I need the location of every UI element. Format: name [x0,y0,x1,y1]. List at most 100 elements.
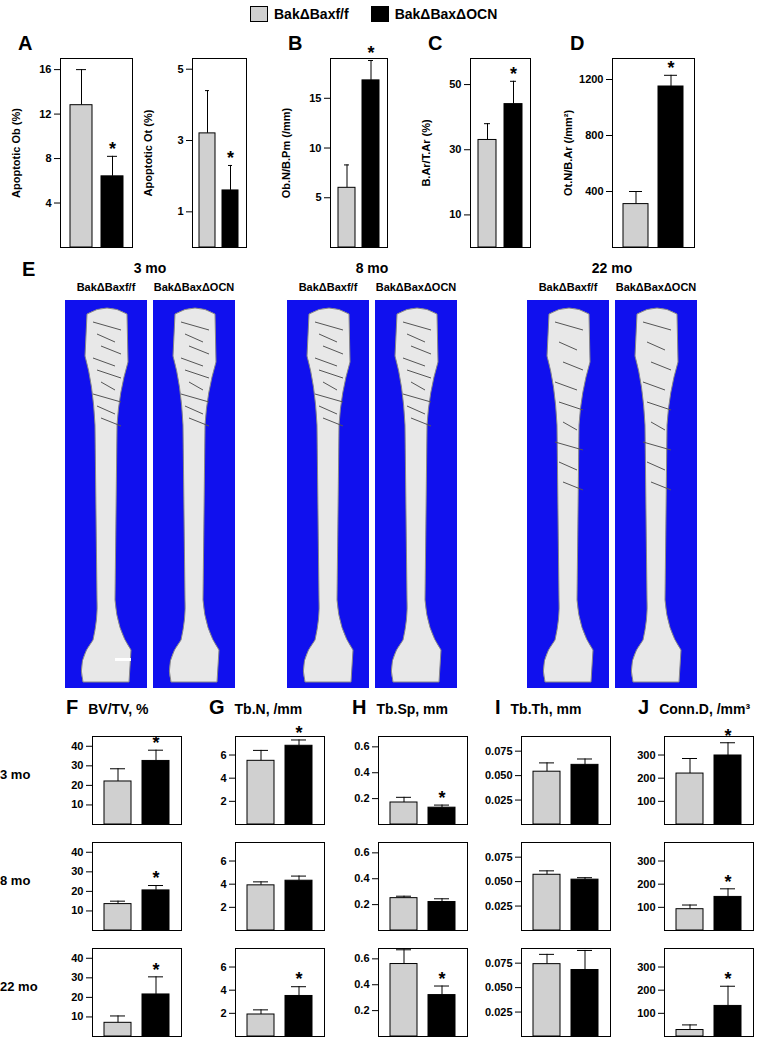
svg-text:1: 1 [177,205,183,217]
svg-text:10: 10 [71,904,83,916]
svg-text:0.050: 0.050 [485,875,513,887]
svg-text:10: 10 [71,1010,83,1022]
svg-text:5: 5 [315,191,321,203]
html-text:A: A [18,32,33,54]
svg-text:Ot.N/B.Ar (/mm²): Ot.N/B.Ar (/mm²) [562,110,574,197]
svg-text:10: 10 [71,798,83,810]
svg-text:0.4: 0.4 [354,766,370,778]
svg-text:10: 10 [449,208,461,220]
svg-text:30: 30 [71,865,83,877]
svg-text:15: 15 [309,92,321,104]
svg-text:200: 200 [637,772,655,784]
svg-text:20: 20 [71,991,83,1003]
svg-text:*: * [724,872,731,892]
svg-text:300: 300 [637,749,655,761]
svg-text:0.2: 0.2 [354,792,369,804]
svg-text:*: * [152,868,159,888]
html-text:C: C [428,32,443,54]
svg-text:12: 12 [39,108,51,120]
svg-text:4: 4 [220,878,227,890]
html-text:Conn.D, /mm³: Conn.D, /mm³ [659,701,751,717]
html-text:BV/TV, %: BV/TV, % [88,701,149,717]
html-text:Tb.Th, mm: Tb.Th, mm [510,701,582,717]
svg-text:0.075: 0.075 [485,851,513,863]
svg-text:20: 20 [71,885,83,897]
svg-text:*: * [152,733,159,753]
svg-text:5: 5 [177,63,183,75]
svg-text:100: 100 [637,795,655,807]
svg-text:0.4: 0.4 [354,978,370,990]
svg-text:100: 100 [637,901,655,913]
svg-text:4: 4 [220,772,227,784]
html-text:D: D [570,32,585,54]
svg-text:*: * [438,788,445,808]
html-text:3 mo: 3 mo [133,260,167,276]
svg-text:3: 3 [177,134,183,146]
svg-text:40: 40 [71,846,83,858]
svg-text:0.075: 0.075 [485,957,513,969]
svg-text:*: * [295,723,302,743]
svg-text:200: 200 [637,878,655,890]
svg-text:0.6: 0.6 [354,846,369,858]
svg-text:6: 6 [220,961,226,973]
svg-text:*: * [367,43,374,63]
html-text:BakΔBaxΔOCN: BakΔBaxΔOCN [394,6,498,22]
svg-text:*: * [438,969,445,989]
svg-text:30: 30 [71,759,83,771]
html-text:Tb.N, /mm: Tb.N, /mm [234,701,303,717]
svg-text:20: 20 [71,779,83,791]
svg-text:1200: 1200 [579,73,603,85]
html-text:B: B [288,32,303,54]
svg-text:*: * [667,58,674,78]
svg-text:B.Ar/T.Ar (%): B.Ar/T.Ar (%) [420,119,432,187]
svg-text:0.050: 0.050 [485,769,513,781]
svg-text:40: 40 [71,740,83,752]
html-text:8 mo: 8 mo [355,260,389,276]
svg-text:2: 2 [220,901,226,913]
svg-text:0.025: 0.025 [485,794,513,806]
svg-text:*: * [152,960,159,980]
svg-text:*: * [724,969,731,989]
svg-text:4: 4 [220,984,227,996]
svg-text:*: * [227,148,234,168]
svg-text:0.050: 0.050 [485,981,513,993]
svg-text:Apoptotic Ob (%): Apoptotic Ob (%) [10,108,22,198]
svg-text:10: 10 [309,142,321,154]
svg-text:*: * [295,969,302,989]
svg-text:30: 30 [449,143,461,155]
svg-text:300: 300 [637,961,655,973]
html-text:22 mo: 22 mo [591,260,633,276]
svg-text:8: 8 [45,152,51,164]
html-text:Tb.Sp, mm: Tb.Sp, mm [376,701,448,717]
svg-text:0.025: 0.025 [485,900,513,912]
svg-text:0.075: 0.075 [485,745,513,757]
svg-text:200: 200 [637,984,655,996]
html-text:G: G [209,696,225,718]
svg-text:100: 100 [637,1007,655,1019]
svg-text:300: 300 [637,855,655,867]
svg-text:0.6: 0.6 [354,740,369,752]
svg-text:*: * [109,139,116,159]
svg-text:40: 40 [71,952,83,964]
svg-text:Apoptotic Ot (%): Apoptotic Ot (%) [142,109,154,196]
svg-text:16: 16 [39,63,51,75]
svg-text:Ob.N/B.Pm (/mm): Ob.N/B.Pm (/mm) [280,107,292,198]
svg-text:50: 50 [449,78,461,90]
svg-text:4: 4 [45,197,52,209]
svg-text:0.025: 0.025 [485,1006,513,1018]
svg-text:*: * [724,726,731,746]
svg-text:2: 2 [220,795,226,807]
svg-text:0.6: 0.6 [354,952,369,964]
svg-text:400: 400 [585,185,603,197]
svg-text:800: 800 [585,129,603,141]
svg-text:0.2: 0.2 [354,1004,369,1016]
html-text:BakΔBaxf/f: BakΔBaxf/f [274,6,349,22]
svg-text:2: 2 [220,1007,226,1019]
html-text:3 mo: 3 mo [0,767,31,782]
svg-text:30: 30 [71,971,83,983]
svg-text:6: 6 [220,855,226,867]
svg-text:*: * [510,64,517,84]
svg-text:0.4: 0.4 [354,872,370,884]
svg-text:0.2: 0.2 [354,898,369,910]
svg-text:6: 6 [220,749,226,761]
